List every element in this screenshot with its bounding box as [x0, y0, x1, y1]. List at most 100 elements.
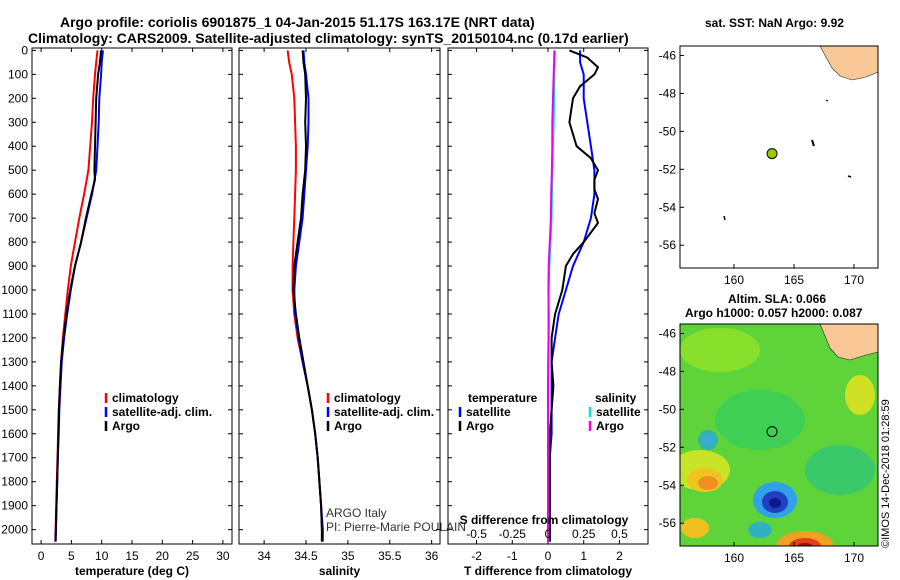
depth-tick-label: 300 — [8, 115, 28, 129]
series-line-argo — [54, 50, 103, 542]
sst-y-tick-label: -52 — [659, 162, 677, 176]
x-tick-label: 1 — [580, 549, 587, 563]
salinity-legend-label: Argo — [334, 419, 362, 433]
sla-map-title-line1: Altim. SLA: 0.066 — [728, 292, 827, 306]
x-tick-label: 0 — [38, 549, 45, 563]
temperature-legend-label: Argo — [112, 419, 140, 433]
sst-y-tick-label: -50 — [659, 124, 677, 138]
salinity-diff-tick-label: -0.5 — [466, 527, 487, 541]
depth-tick-label: 1300 — [1, 355, 28, 369]
series-line-temperature-satellite — [548, 50, 596, 542]
depth-tick-label: 2000 — [1, 523, 28, 537]
diff-legend-title-temperature: temperature — [468, 391, 538, 405]
sst-x-tick-label: 170 — [844, 273, 864, 287]
temperature-panel-frame — [31, 47, 233, 545]
series-line-salinity-argo — [547, 50, 556, 542]
sst-x-tick-label: 160 — [724, 273, 744, 287]
temperature-legend-label: climatology — [112, 391, 179, 405]
salinity-panel-frame — [238, 47, 441, 545]
figure-title-line1: Argo profile: coriolis 6901875_1 04-Jan-… — [60, 14, 535, 30]
x-tick-label: 25 — [186, 549, 200, 563]
depth-tick-label: 200 — [8, 91, 28, 105]
x-tick-label: 0 — [545, 549, 552, 563]
sst-y-tick-label: -46 — [659, 48, 677, 62]
salinity-diff-tick-label: 0 — [545, 527, 552, 541]
depth-tick-label: 1400 — [1, 379, 28, 393]
depth-tick-label: 600 — [8, 187, 28, 201]
x-tick-label: 35 — [341, 549, 355, 563]
depth-tick-label: 1000 — [1, 283, 28, 297]
depth-tick-label: 900 — [8, 259, 28, 273]
temperature-legend-label: satellite-adj. clim. — [112, 405, 212, 419]
depth-tick-label: 100 — [8, 67, 28, 81]
depth-tick-label: 1800 — [1, 475, 28, 489]
series-line-temperature-argo — [548, 49, 599, 542]
sla-map-frame — [679, 323, 879, 547]
x-axis-label: salinity — [319, 564, 361, 578]
x-tick-label: 2 — [616, 549, 623, 563]
sla-y-tick-label: -50 — [659, 402, 677, 416]
sla-heatmap — [680, 324, 878, 546]
depth-tick-label: 800 — [8, 235, 28, 249]
diff-legend-label: satellite — [466, 405, 511, 419]
series-line-argo — [292, 50, 323, 542]
x-tick-label: 15 — [125, 549, 139, 563]
sst-x-tick-label: 165 — [784, 273, 804, 287]
sla-y-tick-label: -48 — [659, 364, 677, 378]
sla-argo-float-marker — [766, 426, 778, 438]
x-tick-label: 34.5 — [294, 549, 318, 563]
depth-tick-label: 0 — [21, 43, 28, 57]
x-axis-label: temperature (deg C) — [75, 564, 189, 578]
sla-x-tick-label: 165 — [784, 551, 804, 565]
x-tick-label: 5 — [68, 549, 75, 563]
sla-y-tick-label: -46 — [659, 326, 677, 340]
x-tick-label: -1 — [507, 549, 518, 563]
sla-y-tick-label: -54 — [659, 478, 677, 492]
salinity-diff-tick-label: -0.25 — [499, 527, 527, 541]
sla-map-title-line2: Argo h1000: 0.057 h2000: 0.087 — [685, 306, 863, 320]
x-axis-label: T difference from climatology — [464, 564, 632, 578]
salinity-legend-label: climatology — [334, 391, 401, 405]
credit-line1: ARGO Italy — [326, 506, 387, 520]
sla-y-tick-label: -56 — [659, 516, 677, 530]
x-tick-label: 10 — [95, 549, 109, 563]
diff-legend-title-salinity: salinity — [595, 391, 637, 405]
depth-tick-label: 1500 — [1, 403, 28, 417]
credit-line2: PI: Pierre-Marie POULAIN — [326, 520, 467, 534]
sst-y-tick-label: -54 — [659, 200, 677, 214]
x-tick-label: 20 — [156, 549, 170, 563]
sst-y-tick-label: -56 — [659, 238, 677, 252]
depth-tick-label: 500 — [8, 163, 28, 177]
depth-tick-label: 400 — [8, 139, 28, 153]
sla-x-tick-label: 170 — [844, 551, 864, 565]
depth-tick-label: 1600 — [1, 427, 28, 441]
series-line-climatology — [54, 50, 99, 542]
depth-tick-label: 1700 — [1, 451, 28, 465]
diff-legend-label: Argo — [466, 419, 494, 433]
depth-tick-label: 1900 — [1, 499, 28, 513]
sst-map-frame — [679, 45, 879, 269]
diff-legend-label: Argo — [596, 419, 624, 433]
salinity-diff-tick-label: 0.5 — [611, 527, 628, 541]
salinity-diff-axis-label: S difference from climatology — [460, 513, 629, 527]
depth-tick-label: 1100 — [2, 307, 28, 321]
diff-legend-label: satellite — [596, 405, 641, 419]
sla-x-tick-label: 160 — [724, 551, 744, 565]
sst-argo-float-marker — [766, 148, 778, 160]
x-tick-label: 30 — [216, 549, 230, 563]
sst-y-tick-label: -48 — [659, 86, 677, 100]
depth-tick-label: 1200 — [1, 331, 28, 345]
new-zealand-land — [819, 46, 878, 81]
x-tick-label: 34 — [257, 549, 271, 563]
sla-y-tick-label: -52 — [659, 440, 677, 454]
figure-title-line2: Climatology: CARS2009. Satellite-adjuste… — [28, 30, 629, 46]
x-tick-label: 36 — [425, 549, 439, 563]
salinity-legend-label: satellite-adj. clim. — [334, 405, 434, 419]
chart-content: 0100200300400500600700800900100011001200… — [1, 43, 864, 578]
x-tick-label: 35.5 — [378, 549, 402, 563]
salinity-diff-tick-label: 0.25 — [572, 527, 596, 541]
depth-tick-label: 700 — [8, 211, 28, 225]
sst-map-title: sat. SST: NaN Argo: 9.92 — [705, 16, 844, 30]
x-tick-label: -2 — [471, 549, 482, 563]
